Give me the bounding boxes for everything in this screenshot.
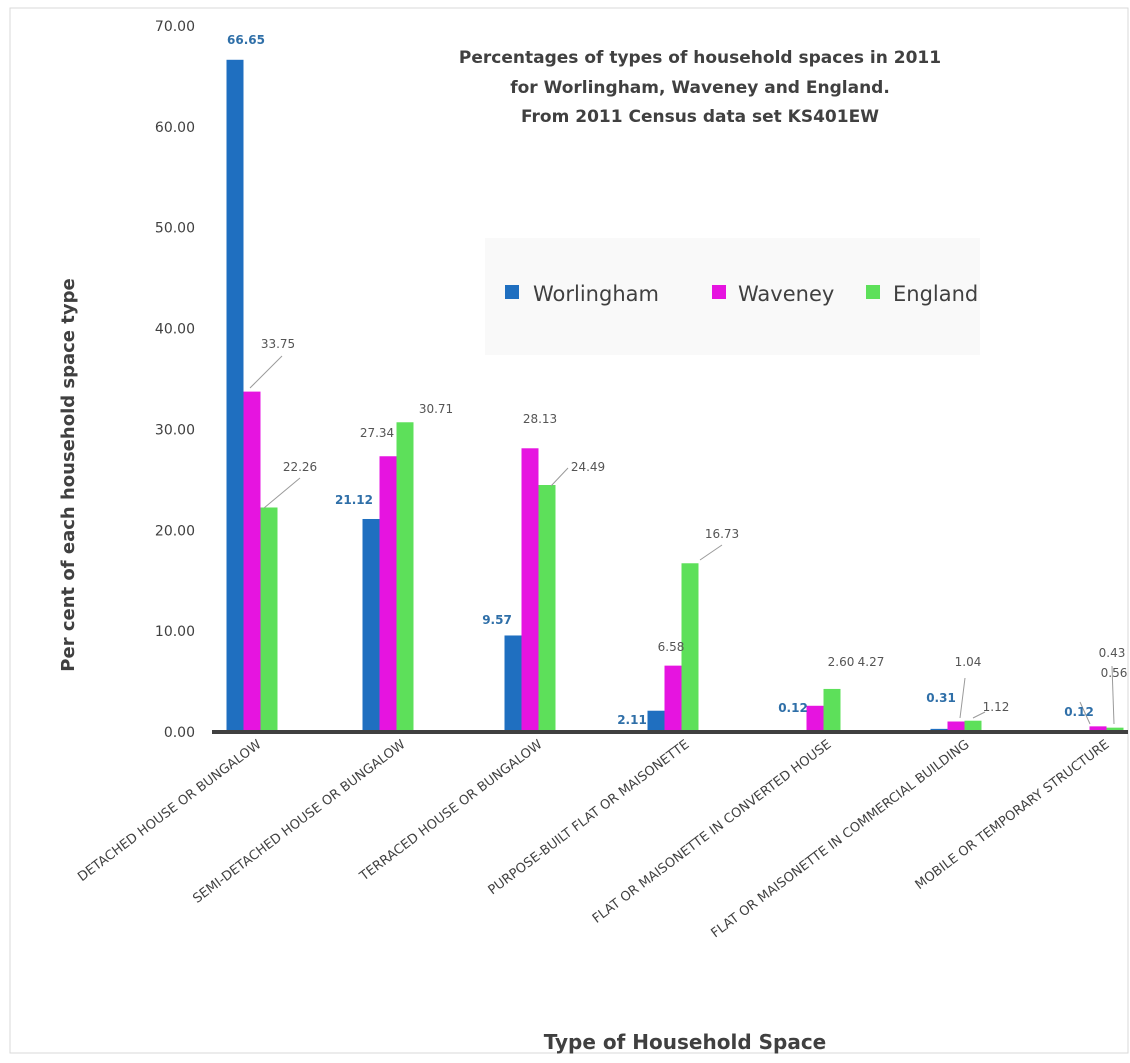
label-leader-line	[263, 477, 301, 509]
legend-swatch-worlingham	[505, 285, 519, 299]
bar-england	[260, 507, 278, 732]
label-leader-line	[972, 711, 986, 719]
y-axis-title: Per cent of each household space type	[58, 278, 79, 671]
label-leader-line	[550, 467, 569, 487]
legend-swatch-waveney	[712, 285, 726, 299]
bar-waveney	[243, 391, 261, 732]
bar-england	[964, 720, 982, 732]
y-axis: 0.00 10.00 20.00 30.00 40.00 50.00 60.00 70.00	[155, 19, 195, 741]
bar-england	[538, 485, 556, 732]
bar-worlingham	[226, 59, 244, 732]
data-label-waveney: 1.04	[955, 655, 982, 669]
label-leader-line	[1111, 665, 1115, 725]
label-leader-lines	[249, 355, 1115, 725]
legend-background	[485, 238, 980, 355]
chart-title: Percentages of types of household spaces…	[459, 48, 941, 127]
data-label-waveney: 28.13	[523, 412, 557, 426]
legend-label-england: England	[893, 282, 978, 306]
chart-title-line-3: From 2011 Census data set KS401EW	[521, 107, 879, 127]
legend-label-worlingham: Worlingham	[533, 282, 659, 306]
y-tick-label: 10.00	[155, 624, 195, 640]
data-label-worlingham: 0.12	[778, 701, 808, 715]
y-tick-label: 50.00	[155, 221, 195, 237]
bar-england	[681, 563, 699, 732]
data-label-england: 30.71	[419, 402, 453, 416]
bar-worlingham	[362, 518, 380, 732]
data-label-worlingham: 21.12	[335, 493, 373, 507]
bar-waveney	[806, 705, 824, 732]
data-labels: 66.65 21.12 9.57 2.11 0.12 0.31 0.12 33.75 27.34…	[227, 33, 1127, 727]
bar-waveney	[521, 448, 539, 732]
data-label-worlingham: 66.65	[227, 33, 265, 47]
bar-worlingham	[647, 710, 665, 732]
data-label-worlingham: 9.57	[482, 613, 512, 627]
bar-england	[1106, 727, 1124, 732]
legend-label-waveney: Waveney	[738, 282, 834, 306]
bar-waveney	[1089, 726, 1107, 732]
y-tick-label: 0.00	[164, 725, 195, 741]
y-tick-label: 60.00	[155, 120, 195, 136]
y-tick-label: 40.00	[155, 322, 195, 338]
chart-title-line-1: Percentages of types of household spaces…	[459, 48, 941, 68]
data-label-waveney: 2.60	[828, 655, 855, 669]
data-label-england: 22.26	[283, 460, 317, 474]
data-label-worlingham: 0.31	[926, 691, 956, 705]
y-tick-label: 30.00	[155, 422, 195, 438]
label-leader-line	[1079, 701, 1091, 725]
bars	[226, 59, 1124, 732]
label-leader-line	[959, 677, 966, 719]
data-label-england: 1.12	[983, 700, 1010, 714]
x-axis-title: Type of Household Space	[544, 1030, 827, 1054]
bar-england	[823, 688, 841, 732]
data-label-waveney: 27.34	[360, 426, 394, 440]
y-tick-label: 20.00	[155, 523, 195, 539]
data-label-england: 16.73	[705, 527, 739, 541]
data-label-worlingham: 0.12	[1064, 705, 1094, 719]
bar-england	[396, 422, 414, 732]
y-tick-label: 70.00	[155, 19, 195, 35]
label-leader-line	[699, 544, 723, 561]
label-leader-line	[249, 355, 283, 389]
data-label-worlingham: 2.11	[617, 713, 647, 727]
data-label-waveney: 6.58	[658, 640, 685, 654]
bar-waveney	[379, 456, 397, 732]
data-label-waveney: 33.75	[261, 337, 295, 351]
bar-worlingham	[504, 635, 522, 732]
data-label-england: 0.43	[1099, 646, 1126, 660]
data-label-waveney: 0.56	[1101, 666, 1128, 680]
bar-waveney	[664, 665, 682, 732]
bar-waveney	[947, 721, 965, 732]
chart-title-line-2: for Worlingham, Waveney and England.	[510, 78, 890, 98]
legend: Worlingham Waveney England	[505, 282, 978, 306]
chart-background	[9, 7, 1129, 1054]
legend-swatch-england	[866, 285, 880, 299]
data-label-england: 24.49	[571, 460, 605, 474]
data-label-england: 4.27	[858, 655, 885, 669]
